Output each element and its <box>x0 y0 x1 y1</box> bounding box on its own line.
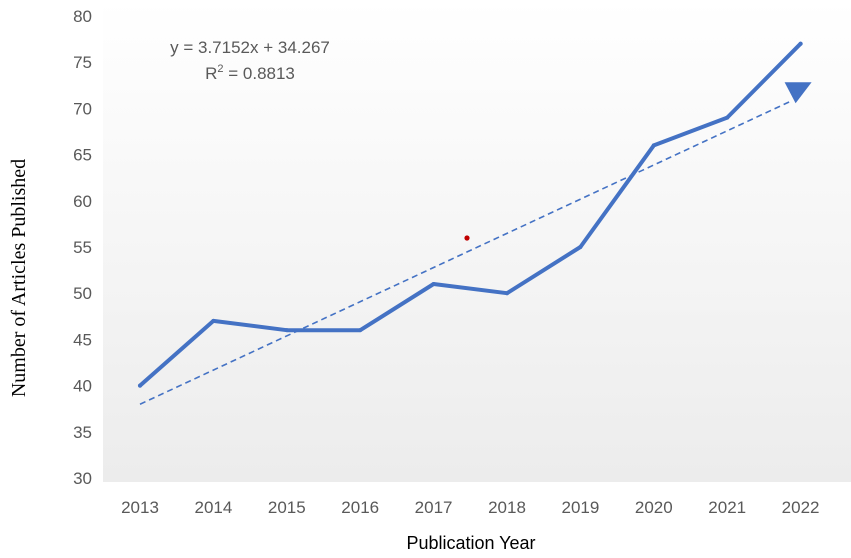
trendline-r-squared: R2 = 0.8813 <box>205 63 295 83</box>
x-tick-label: 2021 <box>708 498 746 517</box>
x-axis-label: Publication Year <box>406 533 535 553</box>
data-point <box>138 383 142 388</box>
data-point <box>798 41 803 46</box>
marker-dot <box>464 235 470 241</box>
r2-superscript: 2 <box>217 63 223 75</box>
y-tick-label: 50 <box>73 284 92 303</box>
y-tick-label: 60 <box>73 192 92 211</box>
data-point <box>725 115 730 120</box>
x-tick-label: 2017 <box>415 498 453 517</box>
x-tick-label: 2014 <box>194 498 232 517</box>
data-point <box>211 318 216 323</box>
y-tick-label: 75 <box>73 53 92 72</box>
x-tick-label: 2022 <box>782 498 820 517</box>
data-point <box>651 143 656 148</box>
r2-prefix: R <box>205 64 217 83</box>
trendline-equation: y = 3.7152x + 34.267 <box>170 38 330 57</box>
y-tick-label: 30 <box>73 469 92 488</box>
x-tick-label: 2020 <box>635 498 673 517</box>
y-axis-ticks: 30 35 40 45 50 55 60 65 70 75 80 <box>73 7 92 488</box>
x-axis-ticks: 2013 2014 2015 2016 2017 2018 2019 2020 2021 2022 <box>121 498 819 517</box>
data-point <box>578 245 583 249</box>
data-point <box>284 328 289 333</box>
y-tick-label: 55 <box>73 238 92 257</box>
y-tick-label: 40 <box>73 377 92 396</box>
y-axis-label: Number of Articles Published <box>8 159 30 397</box>
y-tick-label: 80 <box>73 7 92 26</box>
series-points <box>138 41 803 388</box>
series-line <box>138 41 803 388</box>
y-tick-label: 65 <box>73 146 92 165</box>
data-point <box>505 291 509 296</box>
x-tick-label: 2015 <box>268 498 306 517</box>
y-tick-label: 35 <box>73 423 92 442</box>
trendline-arrow-marker <box>784 82 812 104</box>
y-tick-label: 45 <box>73 330 92 349</box>
x-tick-label: 2016 <box>341 498 379 517</box>
x-tick-label: 2018 <box>488 498 526 517</box>
x-tick-label: 2013 <box>121 498 159 517</box>
data-point <box>431 281 436 286</box>
y-tick-label: 70 <box>73 99 92 118</box>
r2-value: = 0.8813 <box>224 64 295 83</box>
plot-background <box>103 0 851 482</box>
data-point <box>358 328 363 333</box>
x-tick-label: 2019 <box>561 498 599 517</box>
